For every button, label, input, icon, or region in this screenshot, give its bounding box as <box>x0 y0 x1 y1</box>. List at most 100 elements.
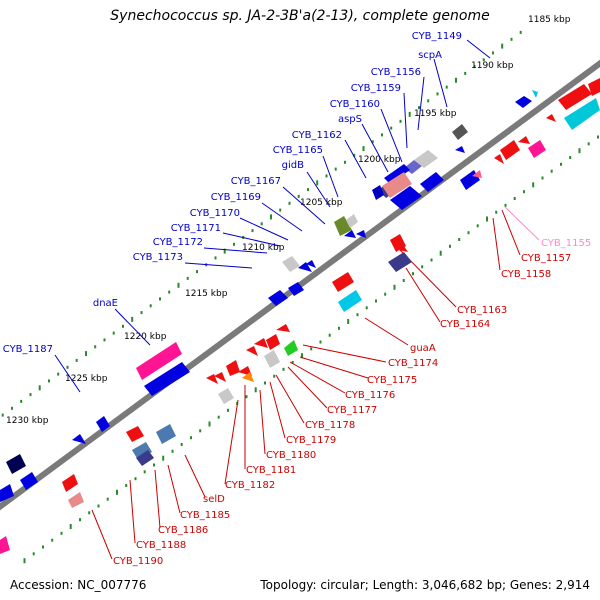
gene-feature <box>254 338 268 348</box>
gene-feature <box>6 454 26 474</box>
tick-mark <box>214 256 217 260</box>
tick-mark <box>307 188 309 192</box>
tick-mark <box>390 126 393 130</box>
tick-mark <box>362 146 365 152</box>
tick-mark <box>455 77 457 83</box>
tick-mark <box>486 216 488 222</box>
tick-mark <box>279 208 282 212</box>
genome-title: Synechococcus sp. JA-2-3B'a(2-13), compl… <box>110 8 490 24</box>
gene-feature <box>246 346 258 356</box>
forward-genes <box>0 90 538 502</box>
gene-label: CYB_1188 <box>136 540 186 551</box>
gene-feature <box>218 388 234 404</box>
gene-label: CYB_1173 <box>133 252 183 263</box>
gene-feature <box>266 334 280 350</box>
tick-mark <box>288 201 291 205</box>
tick-mark <box>143 470 146 474</box>
forward-gene-labels: CYB_1149 scpA CYB_1156 CYB_1159 CYB_1160… <box>3 31 462 355</box>
tick-mark <box>159 297 161 301</box>
gene-feature <box>298 262 312 272</box>
gene-label: selD <box>203 494 225 505</box>
tick-mark <box>153 463 155 467</box>
gene-label: aspS <box>338 114 362 125</box>
tick-mark <box>430 258 433 262</box>
tick-mark <box>412 272 414 276</box>
gene-label: CYB_1167 <box>231 176 281 187</box>
gene-feature <box>268 290 288 306</box>
gene-label: CYB_1185 <box>180 510 230 521</box>
tick-mark <box>66 365 69 369</box>
tick-mark <box>418 106 420 110</box>
gene-label: CYB_1178 <box>305 420 355 431</box>
tick-mark <box>11 406 13 410</box>
gene-feature <box>388 252 412 272</box>
tick-mark <box>32 552 35 556</box>
gene-feature <box>334 216 352 236</box>
gene-label: CYB_1174 <box>388 358 438 369</box>
tick-mark <box>501 43 504 49</box>
tick-mark <box>356 313 359 317</box>
tick-mark <box>282 367 285 371</box>
accession-label: Accession: NC_007776 <box>10 578 147 592</box>
tick-mark <box>569 156 572 159</box>
tick-mark <box>149 304 152 308</box>
gene-feature <box>398 246 408 252</box>
tick-mark <box>319 340 322 344</box>
tick-mark <box>51 538 54 542</box>
tick-mark <box>1 413 4 417</box>
tick-mark <box>85 351 87 357</box>
tick-mark <box>223 248 226 254</box>
tick-mark <box>297 194 300 198</box>
tick-mark <box>476 224 479 228</box>
kbp-label: 1210 kbp <box>242 243 285 253</box>
tick-mark <box>381 133 383 137</box>
gene-label: guaA <box>410 343 436 354</box>
tick-mark <box>20 399 23 403</box>
gene-feature <box>528 140 546 158</box>
gene-feature <box>20 472 38 490</box>
kbp-label: 1230 kbp <box>6 416 49 426</box>
kbp-label: 1195 kbp <box>414 109 457 119</box>
gene-feature <box>372 185 384 200</box>
gene-feature <box>156 424 176 444</box>
tick-mark <box>436 92 439 96</box>
gene-feature <box>282 256 300 272</box>
tick-mark <box>171 449 174 453</box>
tick-mark <box>125 484 128 487</box>
gene-feature <box>500 140 520 160</box>
kbp-label: 1220 kbp <box>124 332 167 342</box>
kbp-label: 1200 kbp <box>358 155 401 165</box>
gene-feature <box>72 434 86 444</box>
gene-feature <box>532 90 538 98</box>
gene-feature <box>332 272 354 292</box>
tick-mark <box>541 176 544 180</box>
gene-label: CYB_1177 <box>327 405 377 416</box>
tick-mark <box>94 345 97 349</box>
tick-mark <box>233 242 235 246</box>
gene-label: CYB_1169 <box>211 192 261 203</box>
tick-mark <box>88 511 91 515</box>
gene-label: CYB_1155 <box>541 238 591 249</box>
gene-label: CYB_1186 <box>158 525 208 536</box>
tick-mark <box>504 203 507 207</box>
tick-mark <box>227 408 229 412</box>
tick-mark <box>310 347 313 351</box>
tick-mark <box>42 545 44 549</box>
tick-mark <box>375 299 377 303</box>
tick-mark <box>550 169 553 173</box>
tick-mark <box>560 162 562 166</box>
gene-feature <box>136 450 154 466</box>
forward-leader-lines <box>54 39 491 393</box>
tick-mark <box>532 182 535 188</box>
gene-feature <box>284 340 298 356</box>
tick-mark <box>38 385 41 391</box>
tick-mark <box>103 338 106 342</box>
kbp-labels: 1185 kbp 1190 kbp 1195 kbp 1200 kbp 1205… <box>6 15 571 426</box>
gene-label: CYB_1172 <box>153 237 203 248</box>
gene-feature <box>276 324 290 332</box>
tick-mark <box>199 429 202 433</box>
gene-feature <box>588 78 600 96</box>
tick-mark <box>449 244 451 248</box>
tick-mark <box>445 85 448 89</box>
